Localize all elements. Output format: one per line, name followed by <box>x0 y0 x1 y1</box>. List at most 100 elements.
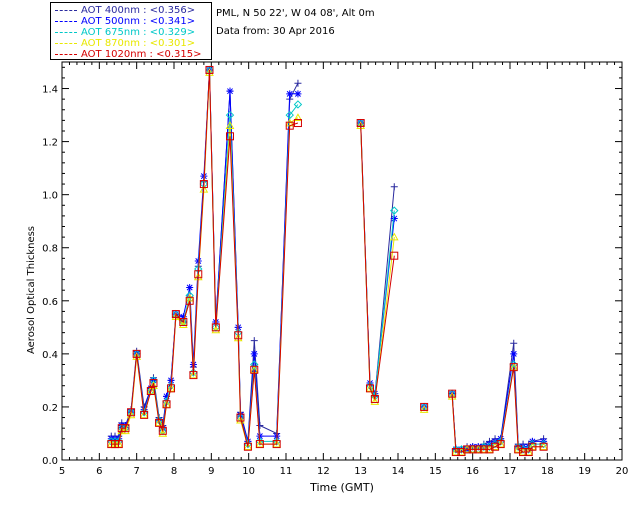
y-tick-label: 0.0 <box>42 456 58 467</box>
data-point <box>189 370 198 379</box>
series-layer <box>106 65 548 457</box>
data-point <box>194 257 202 265</box>
data-point <box>111 435 119 443</box>
data-point <box>211 323 220 332</box>
data-point <box>491 437 499 445</box>
x-tick-label: 18 <box>541 466 554 477</box>
data-point <box>199 180 208 189</box>
data-point <box>365 383 375 392</box>
legend-item-500: AOT 500nm : <0.341> <box>55 16 195 27</box>
data-point <box>194 270 203 279</box>
data-point <box>171 310 180 319</box>
data-point <box>255 440 264 449</box>
data-point <box>189 371 198 380</box>
plot-frame <box>61 61 623 461</box>
data-point <box>420 402 429 411</box>
x-tick-label: 6 <box>96 466 102 477</box>
data-point <box>155 418 164 427</box>
data-point <box>126 410 136 419</box>
data-point <box>390 215 398 223</box>
data-point <box>485 445 494 454</box>
legend: AOT 400nm : <0.356> AOT 500nm : <0.341> … <box>50 2 212 60</box>
series-4 <box>107 65 548 457</box>
legend-swatch-870 <box>55 42 77 44</box>
data-point <box>178 320 188 328</box>
data-point <box>139 410 149 419</box>
series-line <box>111 72 544 453</box>
data-point <box>528 442 537 451</box>
data-point <box>448 389 457 398</box>
data-point <box>366 384 374 393</box>
legend-item-400: AOT 400nm : <0.356> <box>55 5 195 16</box>
data-point <box>149 379 158 388</box>
data-point <box>226 87 234 95</box>
data-point <box>121 424 130 433</box>
data-point <box>491 442 500 451</box>
data-point <box>234 331 243 340</box>
data-point <box>236 413 245 422</box>
data-point <box>510 350 518 358</box>
data-point <box>389 232 399 241</box>
x-axis-label: Time (GMT) <box>309 481 374 494</box>
data-point <box>236 415 245 424</box>
series-line <box>111 69 544 453</box>
legend-label-1020: AOT 1020nm : <0.315> <box>81 49 202 60</box>
legend-swatch-400 <box>55 9 77 11</box>
x-tick-label: 17 <box>504 466 517 477</box>
legend-swatch-500 <box>55 20 77 22</box>
data-point <box>514 445 523 454</box>
data-point <box>272 440 281 449</box>
data-point <box>496 440 505 449</box>
data-point <box>390 183 398 191</box>
data-point <box>132 349 141 358</box>
data-point <box>163 392 171 400</box>
data-point <box>294 90 302 98</box>
data-point <box>293 100 303 109</box>
data-point <box>205 65 214 74</box>
data-point <box>463 445 472 454</box>
y-tick-label: 1.2 <box>42 138 58 149</box>
data-point <box>146 386 156 395</box>
x-tick-label: 10 <box>242 466 255 477</box>
data-point <box>250 337 258 345</box>
x-tick-label: 19 <box>578 466 591 477</box>
data-point <box>390 251 399 260</box>
data-point <box>107 435 115 443</box>
data-point <box>250 365 259 374</box>
y-tick-label: 0.4 <box>42 350 58 361</box>
y-tick-label: 1.0 <box>42 191 58 202</box>
data-point <box>285 121 294 130</box>
data-point <box>457 448 466 457</box>
legend-swatch-1020 <box>55 53 77 55</box>
data-point <box>479 445 488 454</box>
data-point <box>293 113 303 122</box>
series-line <box>111 69 544 450</box>
data-point <box>510 339 518 347</box>
data-point <box>474 445 483 454</box>
data-point <box>519 443 527 451</box>
data-point <box>115 435 123 443</box>
series-3 <box>106 68 548 456</box>
series-1 <box>107 66 548 453</box>
series-2 <box>107 65 548 454</box>
series-0 <box>107 66 548 453</box>
data-point <box>509 363 518 372</box>
data-point <box>451 448 460 457</box>
data-point <box>390 206 399 215</box>
x-tick-label: 13 <box>354 466 367 477</box>
x-tick-label: 8 <box>171 466 177 477</box>
data-point <box>185 296 194 305</box>
data-point <box>158 428 168 437</box>
data-point <box>226 132 234 141</box>
x-tick-label: 12 <box>317 466 330 477</box>
x-tick-label: 16 <box>466 466 479 477</box>
data-point <box>294 79 302 87</box>
data-point <box>179 318 188 327</box>
data-point <box>158 426 167 435</box>
legend-item-1020: AOT 1020nm : <0.315> <box>55 49 201 60</box>
x-tick-label: 9 <box>208 466 214 477</box>
data-point <box>211 325 221 334</box>
data-point <box>243 442 252 451</box>
x-tick-label: 5 <box>59 466 65 477</box>
legend-label-870: AOT 870nm : <0.301> <box>81 38 196 49</box>
